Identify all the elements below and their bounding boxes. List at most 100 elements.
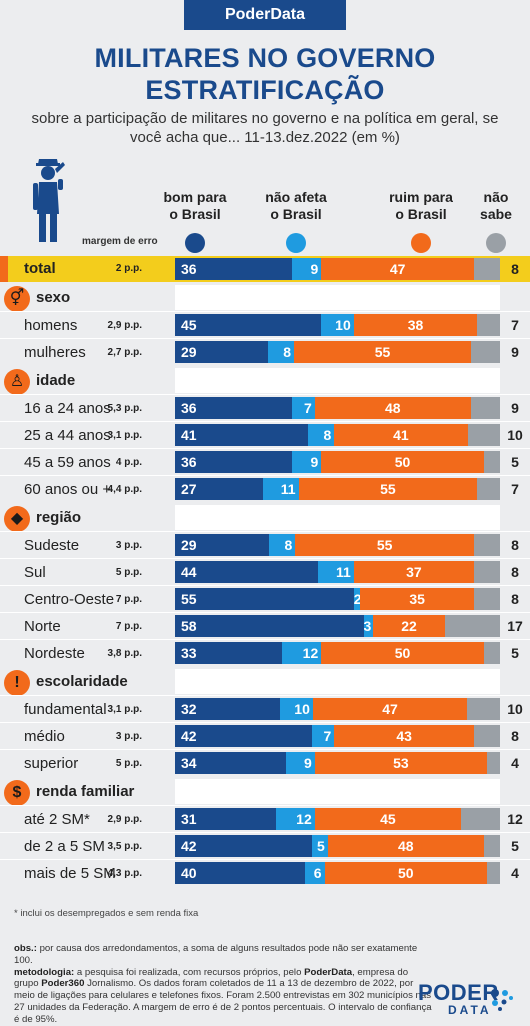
bar-segment-afeta: 5: [311, 835, 328, 857]
brand-tag: PoderData: [184, 0, 346, 30]
row-moe: 3,5 p.p.: [107, 841, 142, 852]
bar-segment-bom: 45: [175, 314, 322, 336]
row-moe: 7 p.p.: [115, 621, 142, 632]
row-separator: [0, 531, 530, 532]
method-text-1: a pesquisa foi realizada, com recursos p…: [74, 966, 305, 978]
row-separator: [0, 394, 530, 395]
row-label: fundamental: [24, 701, 107, 718]
logo-dots-icon: [491, 989, 513, 1011]
column-header-line1: ruim para: [389, 189, 453, 205]
row-separator: [0, 749, 530, 750]
row-label-total: total: [24, 260, 56, 277]
bar-segment-afeta: 7: [292, 397, 315, 419]
method-label: metodologia:: [14, 966, 75, 978]
bar-segment-afeta: 12: [275, 808, 315, 830]
row-moe: 4 p.p.: [115, 457, 142, 468]
bar-segment-ruim: 53: [314, 752, 487, 774]
column-header-line1: bom para: [163, 189, 227, 205]
gender-icon: ⚥: [4, 286, 30, 312]
value-label-nao-sabe: 8: [511, 261, 519, 277]
row-moe: 7 p.p.: [115, 594, 142, 605]
column-header-line2: o Brasil: [169, 206, 221, 222]
row-separator: [0, 338, 530, 339]
bar-segment-nao-sabe: [477, 314, 500, 336]
bar-segment-bom: 36: [175, 397, 292, 419]
bar-segment-afeta: 11: [318, 561, 354, 583]
bar-segment-ruim: 38: [353, 314, 478, 336]
chart-title-line2: ESTRATIFICAÇÃO: [145, 75, 385, 105]
bar-segment-ruim: 48: [314, 397, 471, 419]
row-moe: 2,9 p.p.: [107, 320, 142, 331]
row-label: homens: [24, 317, 78, 334]
value-label-nao-sabe: 5: [511, 838, 519, 854]
bar-segment-nao-sabe: [470, 397, 500, 419]
column-header-ruim: ruim para o Brasil: [376, 189, 466, 223]
row-separator: [0, 558, 530, 559]
value-label-nao-sabe: 4: [511, 865, 519, 881]
bar-segment-ruim: 45: [314, 808, 461, 830]
row-label: 25 a 44 anos: [24, 427, 111, 444]
bar-segment-ruim: 55: [295, 534, 474, 556]
row-label: 60 anos ou +: [24, 481, 112, 498]
value-label-nao-sabe: 4: [511, 755, 519, 771]
row-label: 45 a 59 anos: [24, 454, 111, 471]
row-label: superior: [24, 755, 79, 772]
bar-segment-bom: 44: [175, 561, 318, 583]
bar-segment-ruim: 37: [353, 561, 474, 583]
bar-segment-ruim: 47: [312, 698, 468, 720]
group-label: escolaridade: [36, 673, 128, 690]
bar-segment-afeta: 9: [292, 258, 322, 280]
chart-bar-track: [175, 669, 500, 694]
bar-segment-bom: 58: [175, 615, 364, 637]
row-moe: 3,1 p.p.: [107, 704, 142, 715]
row-label: até 2 SM*: [24, 811, 90, 828]
column-header-line2: sabe: [480, 206, 512, 222]
bar-segment-nao-sabe: [444, 615, 500, 637]
row-moe: 5,3 p.p.: [107, 403, 142, 414]
value-label-nao-sabe: 5: [511, 454, 519, 470]
value-label-nao-sabe: 8: [511, 728, 519, 744]
methodology-note: obs.: por causa dos arredondamentos, a s…: [14, 943, 434, 1026]
legend-dot-ruim: [411, 233, 431, 253]
row-moe: 3,8 p.p.: [107, 648, 142, 659]
bar-segment-nao-sabe: [474, 534, 500, 556]
bar-segment-ruim: 50: [324, 862, 487, 884]
total-row-marker: [0, 256, 8, 282]
bar-segment-bom: 42: [175, 835, 312, 857]
bar-segment-bom: 27: [175, 478, 263, 500]
dollar-icon: $: [4, 780, 30, 806]
chart-subtitle: sobre a participação de militares no gov…: [31, 110, 499, 146]
value-label-nao-sabe: 10: [507, 427, 523, 443]
legend-dot-bom: [185, 233, 205, 253]
bar-segment-nao-sabe: [461, 808, 500, 830]
bar-segment-ruim: 55: [294, 341, 472, 363]
row-moe: 2,9 p.p.: [107, 814, 142, 825]
group-label: sexo: [36, 289, 71, 306]
bar-segment-nao-sabe: [487, 862, 500, 884]
row-separator: [0, 311, 530, 312]
row-separator: [0, 448, 530, 449]
row-moe: 3 p.p.: [115, 731, 142, 742]
logo-bottom: DATA: [448, 1003, 492, 1017]
bar-segment-nao-sabe: [474, 725, 500, 747]
bar-segment-ruim: 48: [327, 835, 484, 857]
value-label-nao-sabe: 10: [507, 701, 523, 717]
row-label: Norte: [24, 618, 61, 635]
row-label: mais de 5 SM: [24, 865, 116, 882]
row-separator: [0, 805, 530, 806]
bar-segment-afeta: 8: [268, 341, 295, 363]
value-label-nao-sabe: 7: [511, 317, 519, 333]
bar-segment-afeta: 3: [363, 615, 374, 637]
bar-segment-bom: 29: [175, 341, 269, 363]
row-moe: 5 p.p.: [115, 567, 142, 578]
margin-of-error-header: margem de erro: [82, 236, 158, 247]
bar-segment-bom: 41: [175, 424, 309, 446]
column-header-line1: não: [483, 189, 509, 205]
chart-bar-track: [175, 368, 500, 393]
row-separator: [0, 639, 530, 640]
bar-segment-bom: 29: [175, 534, 270, 556]
bar-segment-ruim: 50: [321, 451, 484, 473]
value-label-nao-sabe: 9: [511, 400, 519, 416]
person-icon: ♙: [4, 369, 30, 395]
column-header-line1: não afeta: [265, 189, 327, 205]
